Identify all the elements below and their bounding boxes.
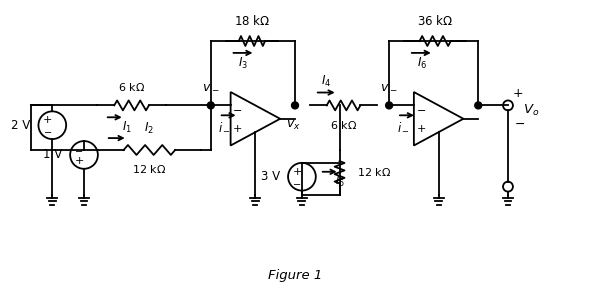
Text: 3 V: 3 V <box>261 170 280 183</box>
Text: $I_2$: $I_2$ <box>145 121 155 136</box>
Text: $+$: $+$ <box>416 123 426 135</box>
Text: $v_-$: $v_-$ <box>381 78 398 91</box>
Text: $I_6$: $I_6$ <box>417 56 427 71</box>
Text: $I_1$: $I_1$ <box>122 120 132 135</box>
Text: 2 V: 2 V <box>11 119 31 132</box>
Text: $i_-$: $i_-$ <box>218 120 231 133</box>
Text: $-$: $-$ <box>232 104 242 114</box>
Text: +: + <box>292 167 301 177</box>
Text: $I_4$: $I_4$ <box>320 74 331 89</box>
Text: $I_5$: $I_5$ <box>335 174 345 189</box>
Circle shape <box>291 102 299 109</box>
Text: +: + <box>42 115 52 125</box>
Text: $-$: $-$ <box>74 145 84 155</box>
Text: +: + <box>74 156 84 166</box>
Text: 6 k$\Omega$: 6 k$\Omega$ <box>118 81 145 93</box>
Text: 12 k$\Omega$: 12 k$\Omega$ <box>132 163 166 175</box>
Circle shape <box>475 102 481 109</box>
Circle shape <box>207 102 214 109</box>
Text: Figure 1: Figure 1 <box>268 269 322 282</box>
Text: 12 k$\Omega$: 12 k$\Omega$ <box>358 166 392 178</box>
Text: 1 V: 1 V <box>43 148 62 161</box>
Text: $I_3$: $I_3$ <box>238 56 248 71</box>
Circle shape <box>386 102 392 109</box>
Text: $v_-$: $v_-$ <box>202 78 219 91</box>
Text: $v_x$: $v_x$ <box>286 119 300 132</box>
Text: 36 k$\Omega$: 36 k$\Omega$ <box>417 14 453 28</box>
Text: $-$: $-$ <box>416 104 426 114</box>
Text: +: + <box>513 87 523 100</box>
Text: 6 k$\Omega$: 6 k$\Omega$ <box>330 119 357 131</box>
Text: 18 k$\Omega$: 18 k$\Omega$ <box>234 14 270 28</box>
Text: $-$: $-$ <box>43 126 52 136</box>
Text: $-$: $-$ <box>514 117 526 130</box>
Text: $+$: $+$ <box>232 123 242 135</box>
Text: $i_-$: $i_-$ <box>396 120 409 133</box>
Text: $V_o$: $V_o$ <box>523 103 539 118</box>
Text: $-$: $-$ <box>293 178 301 188</box>
